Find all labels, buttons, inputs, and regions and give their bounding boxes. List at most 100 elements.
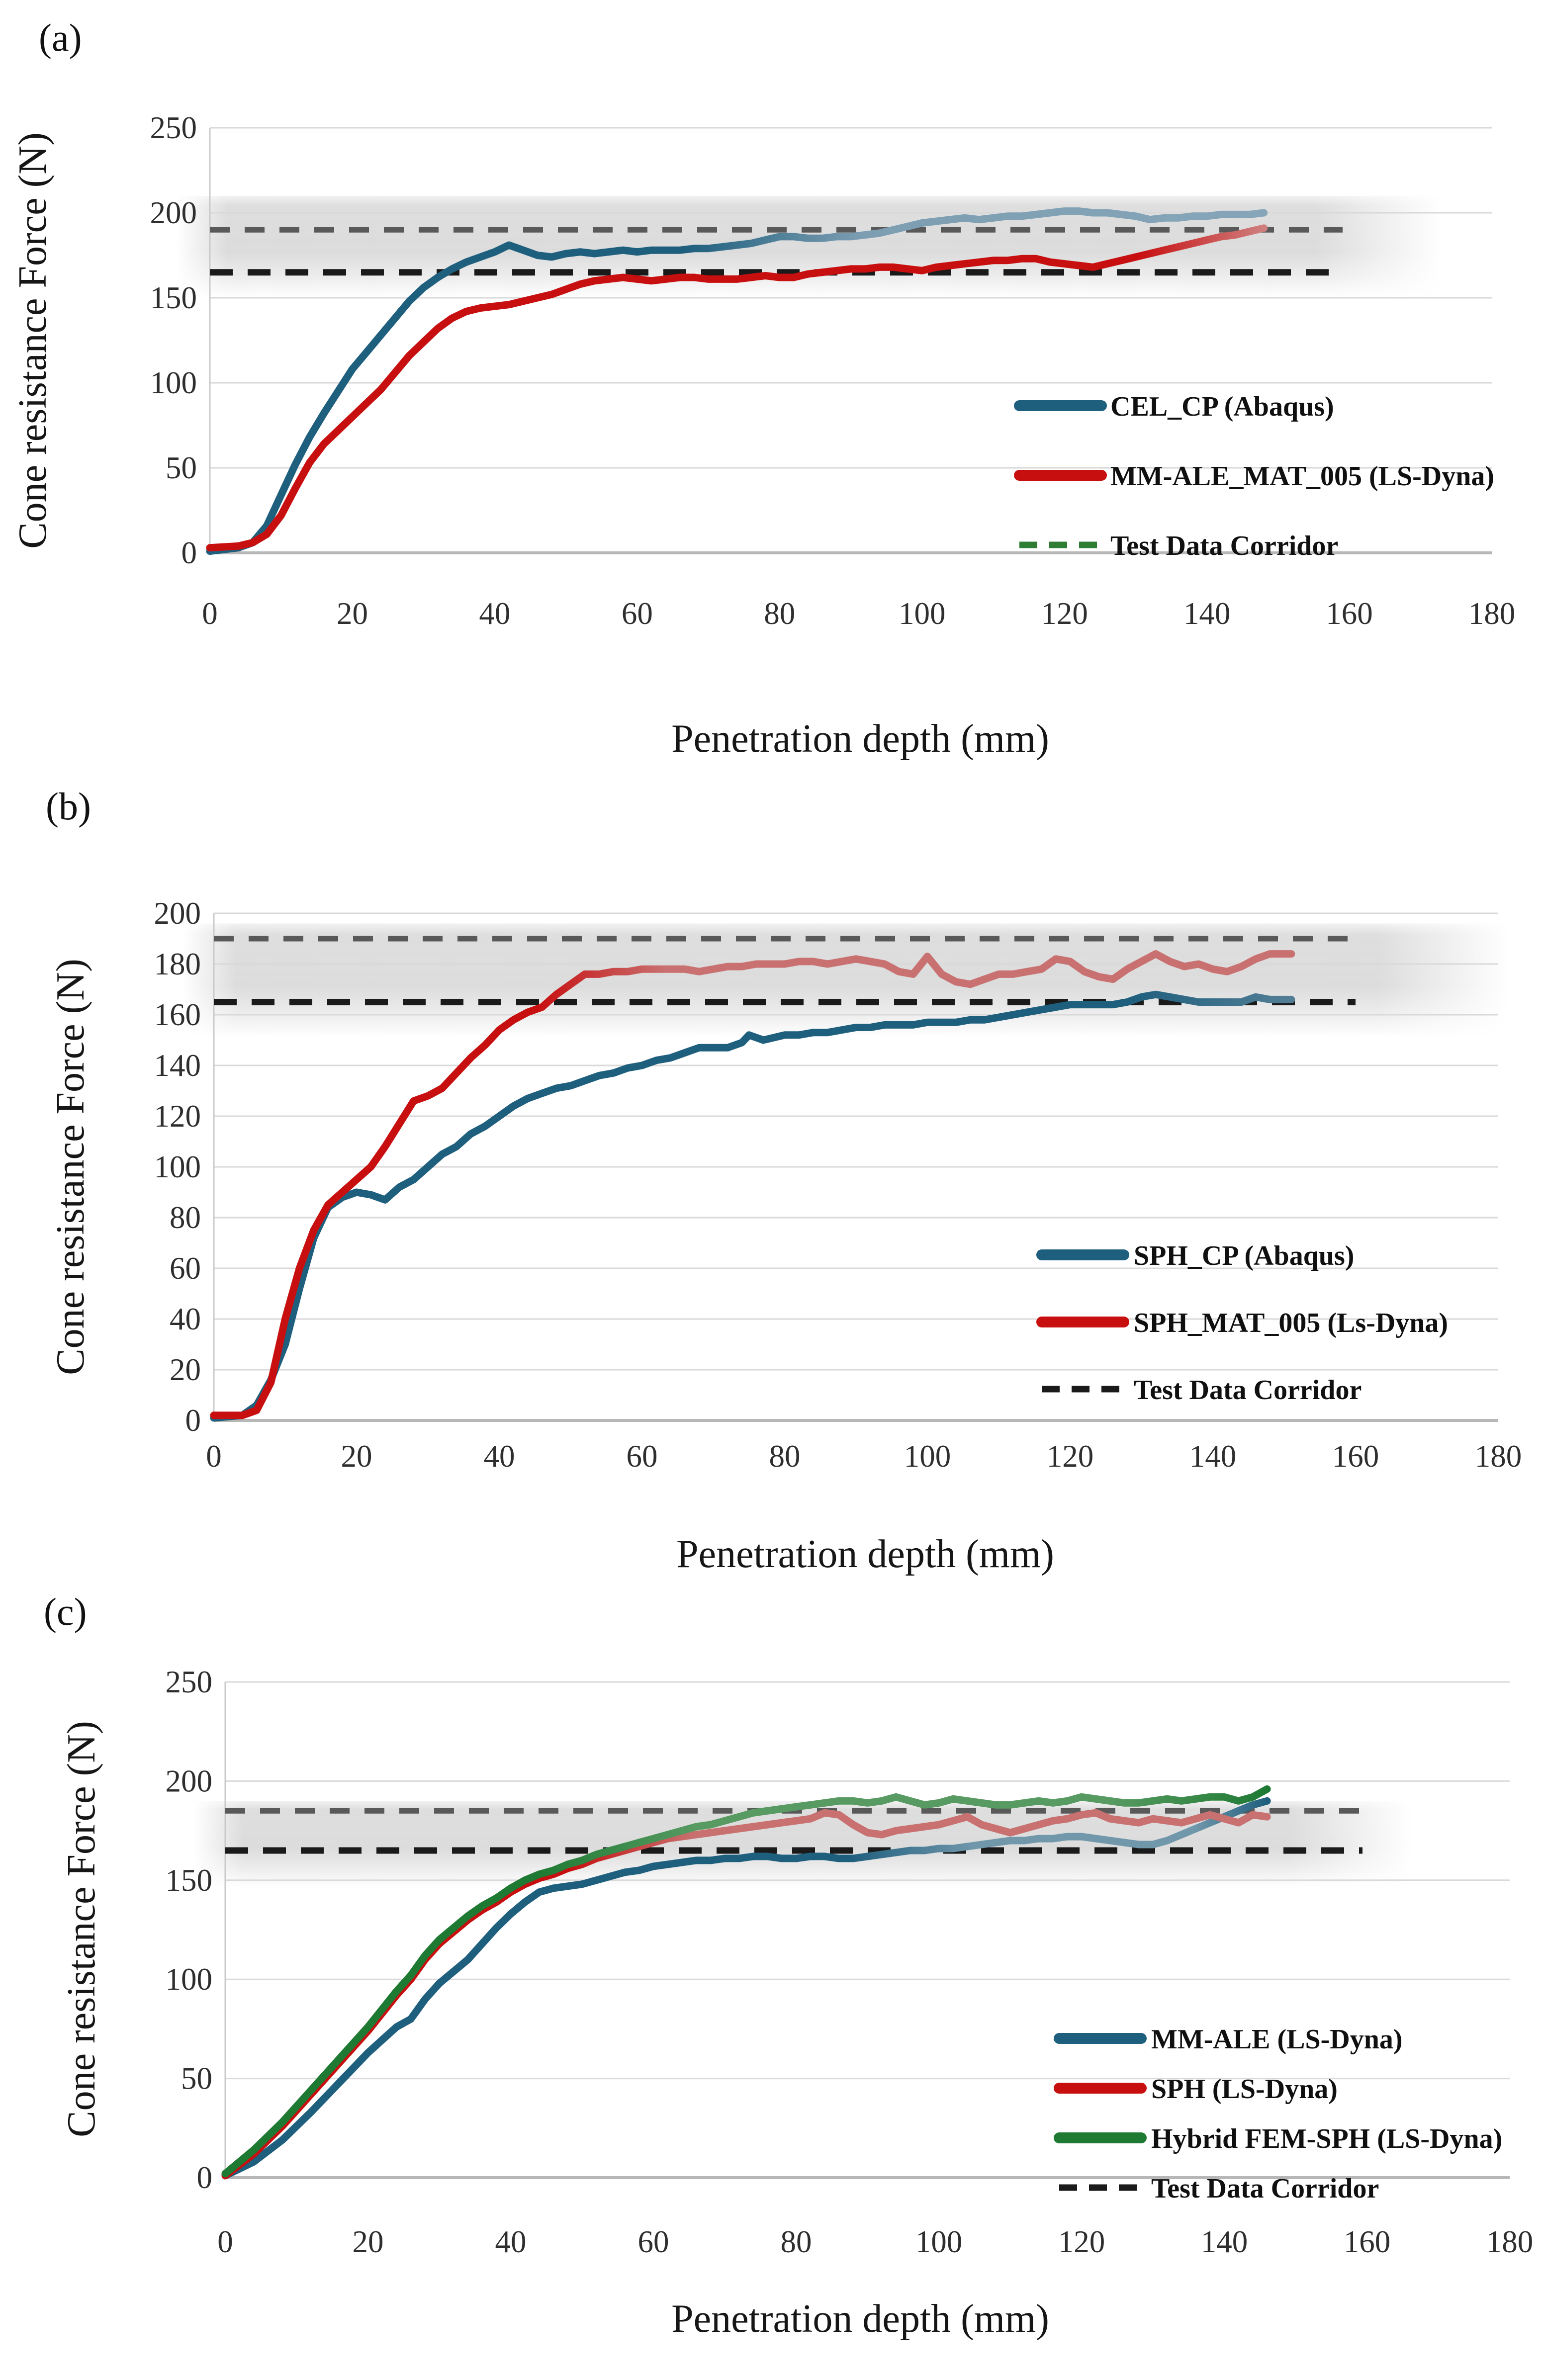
x-tick-label: 140 — [1201, 2224, 1248, 2259]
legend-label: MM-ALE_MAT_005 (LS-Dyna) — [1110, 461, 1494, 492]
y-tick-label: 80 — [170, 1200, 201, 1235]
y-tick-label: 250 — [166, 1665, 213, 1699]
x-tick-label: 60 — [638, 2224, 669, 2259]
x-tick-label: 0 — [217, 2224, 233, 2259]
y-tick-label: 0 — [182, 535, 197, 570]
x-axis-title-b: Penetration depth (mm) — [676, 1532, 1054, 1576]
legend-item-test-corridor: Test Data Corridor — [1042, 1375, 1361, 1406]
panel-label-a: (a) — [39, 16, 82, 59]
x-axis-title-a: Penetration depth (mm) — [671, 717, 1049, 761]
y-tick-label: 100 — [154, 1149, 201, 1184]
plot-area-b: 0 20 40 60 80 100 120 140 160 180 0 20 40 60 80 100 120 1… — [154, 896, 1522, 1474]
y-tick-label: 20 — [170, 1352, 201, 1387]
y-tick-label: 40 — [170, 1302, 201, 1336]
x-tick-label: 100 — [899, 596, 946, 631]
x-tick-label: 20 — [337, 596, 368, 631]
legend-item-sph-mat005: SPH_MAT_005 (Ls-Dyna) — [1036, 1308, 1448, 1338]
series-line-sph-mat-005-ls-dyna- — [210, 950, 1295, 1419]
panel-label-b: (b) — [46, 785, 91, 828]
y-tick-label: 100 — [166, 1962, 213, 1997]
legend-label: Test Data Corridor — [1151, 2173, 1379, 2204]
series-line-hybrid-fem-sph-ls-dyna- — [221, 1785, 1271, 2178]
y-axis-title-c: Cone resistance Force (N) — [60, 1721, 103, 2137]
legend-a: CEL_CP (Abaqus) MM-ALE_MAT_005 (LS-Dyna)… — [1014, 391, 1494, 561]
x-tick-label: 120 — [1041, 596, 1088, 631]
legend-label: Test Data Corridor — [1110, 530, 1338, 561]
x-tick-label: 80 — [764, 596, 795, 631]
x-tick-label: 60 — [627, 1439, 658, 1474]
legend-item-sph-cp: SPH_CP (Abaqus) — [1036, 1240, 1354, 1271]
x-tick-label: 80 — [769, 1439, 801, 1474]
x-tick-label: 180 — [1475, 1439, 1522, 1474]
y-tick-label: 100 — [150, 365, 197, 400]
x-tick-label: 160 — [1344, 2224, 1391, 2259]
y-tick-label: 150 — [150, 280, 197, 315]
legend-label: Hybrid FEM-SPH (LS-Dyna) — [1151, 2123, 1502, 2154]
chart-panel-c: (c) Cone resistance Force (N) 0 20 40 60 80 1… — [44, 1590, 1533, 2341]
y-axis-title-a: Cone resistance Force (N) — [11, 132, 55, 548]
x-tick-label: 60 — [622, 596, 653, 631]
x-tick-label: 140 — [1183, 596, 1231, 631]
x-tick-label: 100 — [904, 1439, 951, 1474]
legend-item-test-corridor: Test Data Corridor — [1059, 2173, 1379, 2204]
legend-item-mm-ale-mat005: MM-ALE_MAT_005 (LS-Dyna) — [1014, 461, 1494, 492]
plot-area-c: 0 20 40 60 80 100 120 140 160 180 0 50 100 150 200 250 — [166, 1665, 1534, 2259]
y-tick-label: 120 — [154, 1099, 201, 1134]
y-tick-label: 200 — [150, 195, 197, 230]
x-tick-label: 20 — [341, 1439, 372, 1474]
x-tick-label: 0 — [206, 1439, 222, 1474]
y-tick-label: 200 — [166, 1763, 213, 1798]
series-line-mm-ale-mat-005-ls-dyna- — [206, 224, 1268, 552]
legend-label: SPH_CP (Abaqus) — [1134, 1240, 1354, 1271]
x-tick-label: 120 — [1047, 1439, 1094, 1474]
x-tick-label: 160 — [1332, 1439, 1379, 1474]
legend-label: CEL_CP (Abaqus) — [1110, 391, 1334, 422]
test-corridor-band — [183, 923, 1510, 1037]
y-tick-label: 250 — [150, 110, 197, 145]
y-tick-label: 160 — [154, 997, 201, 1032]
series-line-mm-ale-ls-dyna- — [221, 1797, 1271, 2180]
y-tick-label: 0 — [197, 2160, 213, 2195]
x-tick-label: 40 — [484, 1439, 515, 1474]
series-line-sph-cp-abaqus- — [210, 990, 1295, 1422]
x-tick-label: 100 — [915, 2224, 963, 2259]
chart-panel-a: (a) Cone resistance Force (N) 0 20 40 60 80 1… — [11, 16, 1515, 761]
legend-item-test-corridor: Test Data Corridor — [1019, 530, 1338, 561]
y-tick-label: 200 — [154, 896, 201, 931]
panel-label-c: (c) — [44, 1590, 87, 1633]
x-tick-label: 80 — [781, 2224, 812, 2259]
x-tick-label: 180 — [1486, 2224, 1534, 2259]
y-tick-label: 0 — [185, 1403, 201, 1438]
y-tick-label: 150 — [166, 1863, 213, 1898]
legend-c: MM-ALE (LS-Dyna) SPH (LS-Dyna) Hybrid FE… — [1054, 2024, 1502, 2204]
plot-area-a: 0 20 40 60 80 100 120 140 160 180 0 50 100 150 200 250 — [150, 110, 1516, 631]
legend-label: SPH (LS-Dyna) — [1151, 2074, 1338, 2105]
y-axis-title-b: Cone resistance Force (N) — [49, 959, 92, 1375]
legend-label: MM-ALE (LS-Dyna) — [1151, 2024, 1403, 2055]
chart-panel-b: (b) Cone resistance Force (N) 0 20 40 60 80 1… — [46, 785, 1522, 1576]
y-tick-label: 180 — [154, 947, 201, 981]
x-tick-label: 180 — [1468, 596, 1516, 631]
y-tick-label: 50 — [166, 450, 197, 485]
x-axis-title-c: Penetration depth (mm) — [671, 2297, 1049, 2341]
x-tick-label: 40 — [495, 2224, 527, 2259]
legend-b: SPH_CP (Abaqus) SPH_MAT_005 (Ls-Dyna) Te… — [1036, 1240, 1448, 1406]
series-line-cel-cp-abaqus- — [206, 207, 1268, 555]
x-tick-label: 0 — [202, 596, 218, 631]
x-tick-label: 160 — [1326, 596, 1373, 631]
legend-item-mm-ale: MM-ALE (LS-Dyna) — [1054, 2024, 1403, 2055]
legend-label: Test Data Corridor — [1134, 1375, 1361, 1406]
legend-label: SPH_MAT_005 (Ls-Dyna) — [1134, 1308, 1448, 1338]
y-tick-label: 140 — [154, 1048, 201, 1083]
x-tick-label: 20 — [353, 2224, 384, 2259]
x-tick-label: 140 — [1189, 1439, 1237, 1474]
y-tick-label: 50 — [181, 2061, 212, 2096]
x-tick-label: 40 — [479, 596, 510, 631]
y-tick-label: 60 — [170, 1251, 201, 1286]
legend-item-hybrid-fem-sph: Hybrid FEM-SPH (LS-Dyna) — [1054, 2123, 1502, 2154]
x-tick-label: 120 — [1058, 2224, 1105, 2259]
legend-item-sph: SPH (LS-Dyna) — [1054, 2074, 1338, 2105]
legend-item-cel-cp: CEL_CP (Abaqus) — [1014, 391, 1334, 422]
